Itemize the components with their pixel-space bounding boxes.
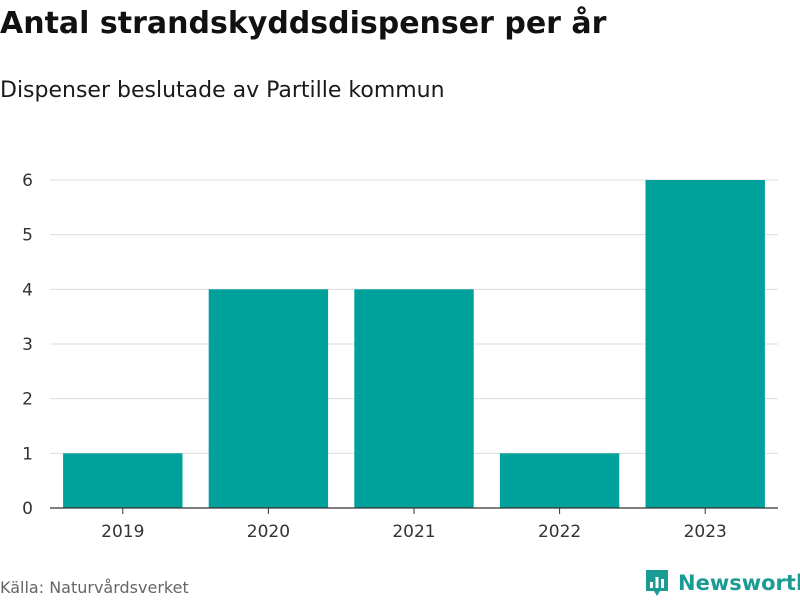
- newsworthy-logo-text: Newsworthy: [678, 571, 800, 595]
- y-axis-tick-labels: 0 1 2 3 4 5 6: [22, 171, 33, 519]
- bar-chart: 0 1 2 3 4 5 6 2019 2020 2021 2022 2023: [22, 171, 778, 542]
- y-tick-label: 2: [22, 390, 33, 410]
- newsworthy-logo: Newsworthy: [644, 568, 800, 598]
- chart-subtitle: Dispenser beslutade av Partille kommun: [0, 78, 445, 103]
- bar-2019[interactable]: [63, 453, 183, 508]
- x-tick-label: 2022: [538, 522, 581, 542]
- y-tick-label: 5: [22, 226, 33, 246]
- chart-title: Antal strandskyddsdispenser per år: [0, 6, 607, 41]
- x-tick-label: 2023: [684, 522, 727, 542]
- x-tick-label: 2019: [101, 522, 144, 542]
- y-tick-label: 3: [22, 335, 33, 355]
- source-note: Källa: Naturvårdsverket: [0, 578, 189, 597]
- bars: [63, 180, 765, 508]
- x-axis-tick-marks: [122, 508, 706, 514]
- newsworthy-logo-icon: [646, 570, 668, 596]
- x-tick-label: 2020: [247, 522, 290, 542]
- bar-2021[interactable]: [354, 289, 474, 508]
- y-tick-label: 1: [22, 444, 33, 464]
- bar-2022[interactable]: [499, 453, 620, 508]
- x-axis-tick-labels: 2019 2020 2021 2022 2023: [101, 522, 727, 542]
- bar-2023[interactable]: [645, 180, 765, 508]
- x-tick-label: 2021: [392, 522, 435, 542]
- y-tick-label: 4: [22, 280, 33, 300]
- y-tick-label: 6: [22, 171, 33, 191]
- y-tick-label: 0: [22, 499, 33, 519]
- bar-2020[interactable]: [208, 289, 329, 508]
